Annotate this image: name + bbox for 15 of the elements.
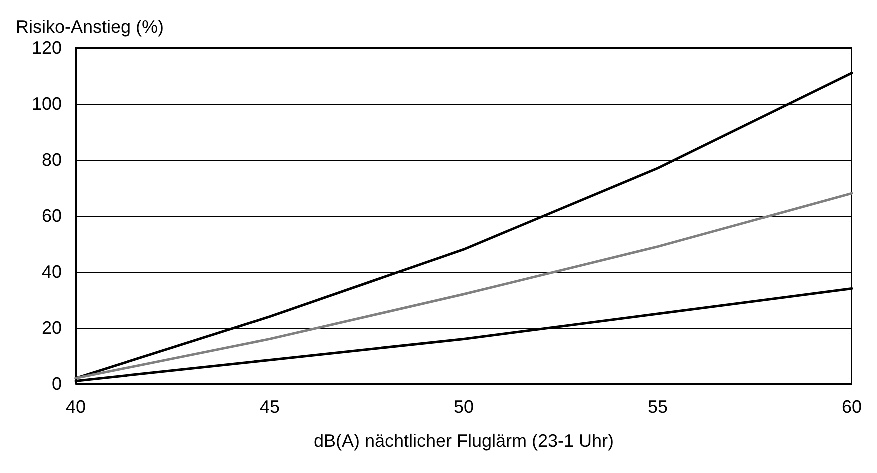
y-axis-title: Risiko-Anstieg (%): [16, 17, 164, 37]
x-tick-label: 50: [454, 397, 474, 417]
x-tick-label: 60: [842, 397, 862, 417]
line-series: [74, 192, 854, 380]
x-tick-label: 45: [260, 397, 280, 417]
x-axis-title: dB(A) nächtlicher Fluglärm (23-1 Uhr): [314, 431, 614, 451]
y-tick-label: 60: [42, 206, 62, 226]
y-tick-label: 80: [42, 150, 62, 170]
y-tick-label: 40: [42, 262, 62, 282]
y-tick-label: 0: [52, 374, 62, 394]
y-tick-label: 20: [42, 318, 62, 338]
y-tick-label: 100: [32, 94, 62, 114]
y-tick-label: 120: [32, 38, 62, 58]
x-tick-label: 40: [66, 397, 86, 417]
x-tick-label: 55: [648, 397, 668, 417]
